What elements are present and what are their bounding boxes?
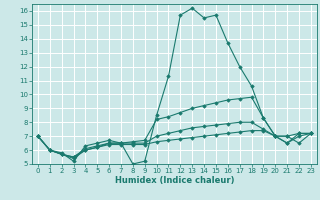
X-axis label: Humidex (Indice chaleur): Humidex (Indice chaleur) [115,176,234,185]
